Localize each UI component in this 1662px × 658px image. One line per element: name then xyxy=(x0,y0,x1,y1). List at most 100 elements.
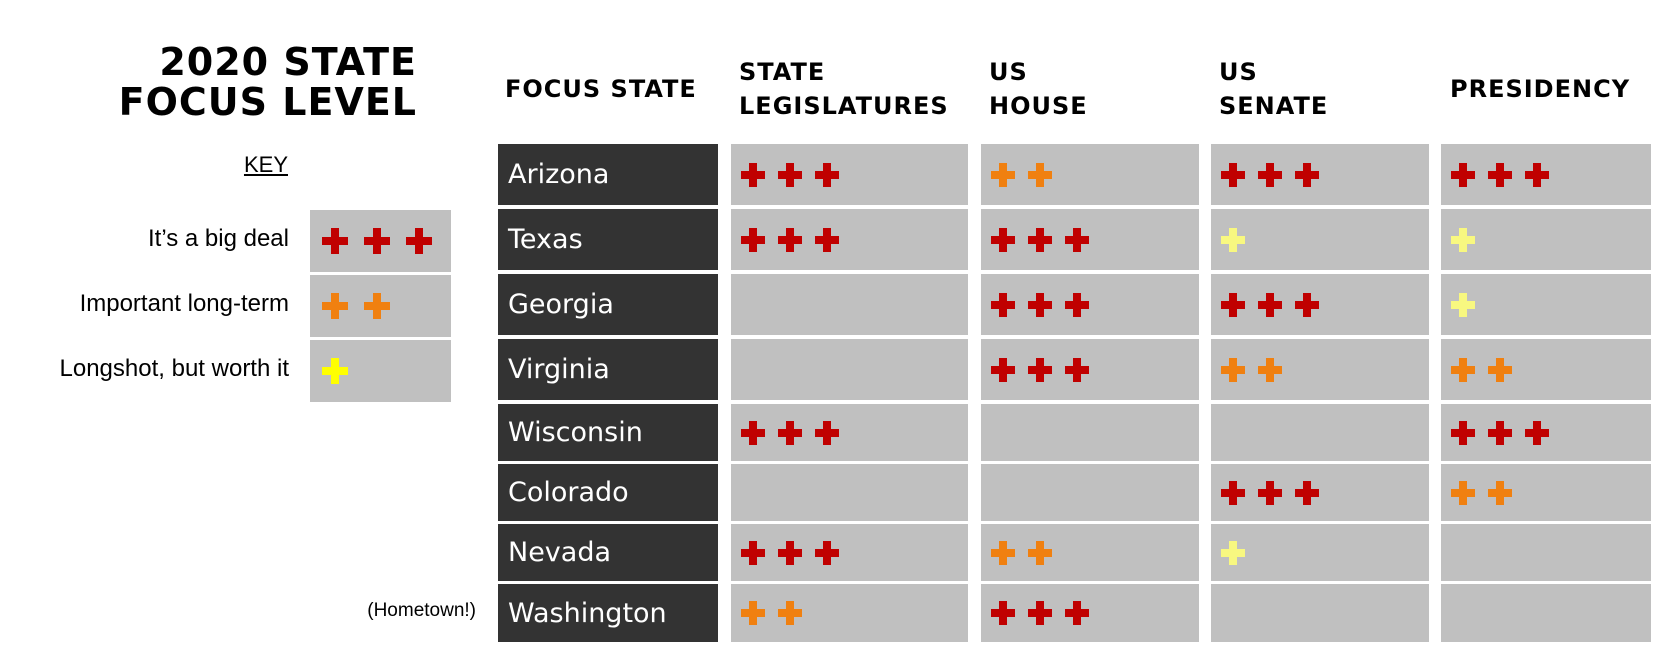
plus-icon xyxy=(991,601,1015,625)
cell-texas-presidency xyxy=(1441,209,1651,270)
plus-icon xyxy=(1258,162,1282,187)
plus-icon xyxy=(815,540,839,565)
plus-icon xyxy=(778,540,802,565)
plus-icon xyxy=(1028,292,1052,317)
state-name-georgia: Georgia xyxy=(498,274,718,335)
key-label: KEY xyxy=(243,152,288,177)
state-name-texas: Texas xyxy=(498,209,718,270)
plus-icon xyxy=(778,162,802,187)
col-header-focus-state: FOCUS STATE xyxy=(505,72,697,106)
plus-icon xyxy=(364,293,390,319)
state-name-arizona: Arizona xyxy=(498,144,718,205)
plus-icon xyxy=(1065,227,1089,252)
plus-icon xyxy=(1488,420,1512,445)
plus-icon xyxy=(322,228,348,254)
plus-icon xyxy=(1065,601,1089,625)
cell-georgia-presidency xyxy=(1441,274,1651,335)
plus-icon xyxy=(1451,227,1475,252)
plus-icon xyxy=(1295,292,1319,317)
col-header-us-senate-line-2: SENATE xyxy=(1219,92,1329,120)
plus-icon xyxy=(322,293,348,319)
cell-arizona-us-senate xyxy=(1211,144,1429,205)
cell-virginia-presidency xyxy=(1441,339,1651,400)
cell-washington-us-senate xyxy=(1211,584,1429,642)
state-name-virginia: Virginia xyxy=(498,339,718,400)
title-line-1: 2020 STATE xyxy=(159,40,417,84)
plus-icon xyxy=(741,162,765,187)
plus-icon xyxy=(1295,480,1319,505)
plus-icon xyxy=(1221,227,1245,252)
plus-icon xyxy=(1525,420,1549,445)
plus-icon xyxy=(1065,292,1089,317)
col-header-us-house-line-2: HOUSE xyxy=(989,92,1088,120)
col-header-us-house-line-1: US xyxy=(989,58,1028,86)
plus-icon xyxy=(364,228,390,254)
col-header-us-senate: US SENATE xyxy=(1219,55,1328,123)
cell-wisconsin-presidency xyxy=(1441,404,1651,461)
key-row: Important long-term xyxy=(0,275,451,337)
cell-washington-presidency xyxy=(1441,584,1651,642)
cell-georgia-state-legislatures xyxy=(731,274,968,335)
cell-arizona-presidency xyxy=(1441,144,1651,205)
cell-washington-state-legislatures xyxy=(731,584,968,642)
cell-nevada-presidency xyxy=(1441,524,1651,581)
cell-wisconsin-us-senate xyxy=(1211,404,1429,461)
key-row: It’s a big deal xyxy=(0,210,451,272)
col-header-presidency-label: PRESIDENCY xyxy=(1450,75,1631,103)
state-name-colorado: Colorado xyxy=(498,464,718,521)
cell-nevada-state-legislatures xyxy=(731,524,968,581)
plus-icon xyxy=(1028,162,1052,187)
cell-colorado-us-senate xyxy=(1211,464,1429,521)
plus-icon xyxy=(1258,357,1282,382)
plus-icon xyxy=(322,358,348,384)
cell-colorado-state-legislatures xyxy=(731,464,968,521)
plus-icon xyxy=(1221,480,1245,505)
cell-georgia-us-house xyxy=(981,274,1199,335)
plus-icon xyxy=(815,162,839,187)
key-row-description: It’s a big deal xyxy=(148,225,289,252)
plus-icon xyxy=(1258,480,1282,505)
cell-arizona-state-legislatures xyxy=(731,144,968,205)
cell-nevada-us-senate xyxy=(1211,524,1429,581)
plus-icon xyxy=(778,601,802,625)
col-header-state-legislatures-line-1: STATE xyxy=(739,58,826,86)
plus-icon xyxy=(1258,292,1282,317)
plus-icon xyxy=(1451,480,1475,505)
plus-icon xyxy=(741,227,765,252)
plus-icon xyxy=(778,227,802,252)
cell-virginia-us-house xyxy=(981,339,1199,400)
col-header-presidency: PRESIDENCY xyxy=(1450,72,1630,106)
plus-icon xyxy=(991,162,1015,187)
state-name-washington: Washington xyxy=(498,584,718,642)
state-name-wisconsin: Wisconsin xyxy=(498,404,718,461)
plus-icon xyxy=(1028,540,1052,565)
plus-icon xyxy=(991,227,1015,252)
key-row-description: Longshot, but worth it xyxy=(59,355,289,382)
plus-icon xyxy=(1451,292,1475,317)
cell-colorado-presidency xyxy=(1441,464,1651,521)
plus-icon xyxy=(1028,227,1052,252)
key-row: Longshot, but worth it xyxy=(0,340,451,402)
col-header-state-legislatures-line-2: LEGISLATURES xyxy=(739,92,949,120)
plus-icon xyxy=(1221,292,1245,317)
plus-icon xyxy=(1221,540,1245,565)
cell-texas-us-senate xyxy=(1211,209,1429,270)
cell-virginia-state-legislatures xyxy=(731,339,968,400)
cell-wisconsin-state-legislatures xyxy=(731,404,968,461)
cell-texas-state-legislatures xyxy=(731,209,968,270)
plus-icon xyxy=(741,420,765,445)
plus-icon xyxy=(991,540,1015,565)
col-header-us-house: US HOUSE xyxy=(989,55,1088,123)
title-line-2: FOCUS LEVEL xyxy=(118,80,417,124)
col-header-focus-state-label: FOCUS STATE xyxy=(505,75,697,103)
plus-icon xyxy=(1451,162,1475,187)
plus-icon xyxy=(991,292,1015,317)
key-row-swatch xyxy=(310,340,451,402)
key-row-description: Important long-term xyxy=(79,290,289,317)
key-row-swatch xyxy=(310,210,451,272)
plus-icon xyxy=(1451,357,1475,382)
hometown-note: (Hometown!) xyxy=(367,600,476,621)
plus-icon xyxy=(1295,162,1319,187)
plus-icon xyxy=(741,601,765,625)
plus-icon xyxy=(1488,357,1512,382)
